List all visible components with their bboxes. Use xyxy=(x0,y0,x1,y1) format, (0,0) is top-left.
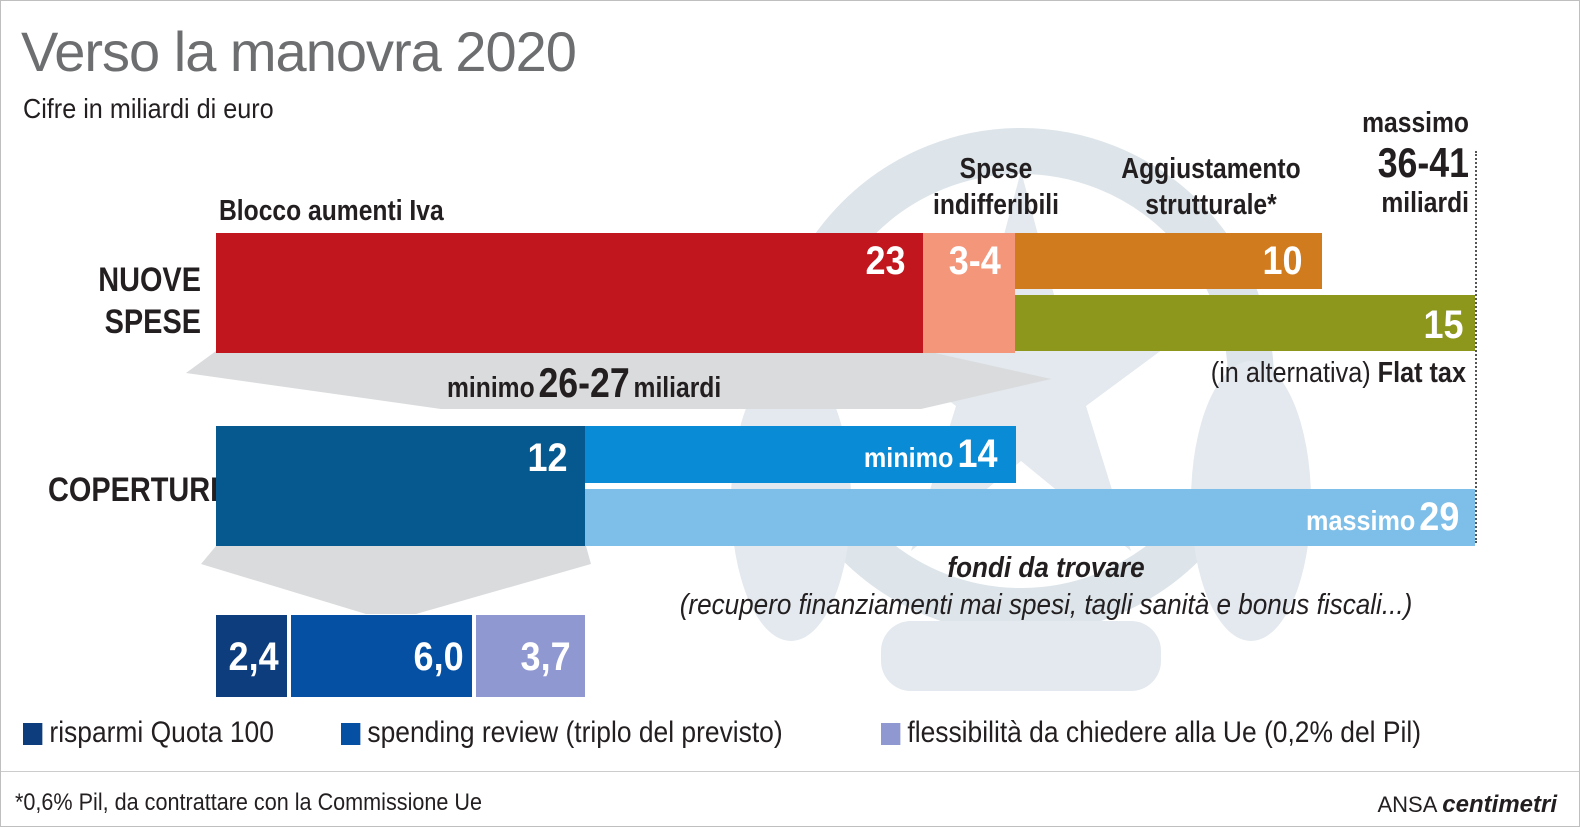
annotation-fondi: fondi da trovare (recupero finanziamenti… xyxy=(591,550,1501,624)
row-label-coperture: COPERTURE xyxy=(48,471,230,509)
value-spending-review: 6,0 xyxy=(413,635,464,679)
funnel-arrow-coperture xyxy=(201,546,591,614)
bar-aggiustamento: 10 xyxy=(1015,233,1322,289)
coperture-minimo-word: minimo xyxy=(864,442,954,473)
bar-flessibilita: 3,7 xyxy=(476,615,585,697)
value-aggiustamento: 10 xyxy=(1261,239,1302,283)
legend-item-spending-review: spending review (triplo del previsto) xyxy=(341,716,783,750)
minimo-unit: miliardi xyxy=(633,372,722,404)
massimo-value: 36-41 xyxy=(1377,139,1469,186)
value-flat-tax: 15 xyxy=(1422,303,1463,347)
brand-centimetri: centimetri xyxy=(1442,791,1557,818)
label-massimo: massimo 36-41 miliardi xyxy=(1326,105,1469,221)
annotation-minimo: minimo 26-27 miliardi xyxy=(447,359,721,407)
funnel-arrow-spese xyxy=(186,351,1051,409)
bar-coperture-minimo: minimo 14 xyxy=(585,426,1016,483)
bar-coperture-massimo: massimo 29 xyxy=(585,489,1475,546)
label-agg-line2: strutturale* xyxy=(1145,189,1277,221)
max-dotted-line xyxy=(1475,151,1477,543)
legend-label: flessibilità da chiedere alla Ue (0,2% d… xyxy=(907,716,1421,749)
brand-logo: ANSA centimetri xyxy=(1377,791,1557,819)
chart-title: Verso la manovra 2020 xyxy=(21,20,577,83)
legend-item-quota-100: risparmi Quota 100 xyxy=(23,716,274,750)
footer-divider xyxy=(1,771,1579,772)
value-blocco-iva: 23 xyxy=(864,239,905,283)
legend-swatch xyxy=(23,723,43,746)
value-quota-100: 2,4 xyxy=(228,635,279,679)
legend-swatch xyxy=(341,723,361,746)
fondi-line1: fondi da trovare xyxy=(947,552,1145,584)
fondi-line2: (recupero finanziamenti mai spesi, tagli… xyxy=(679,589,1413,621)
chart-subtitle: Cifre in miliardi di euro xyxy=(23,93,274,124)
bar-spese-indifferibili: 3-4 xyxy=(923,233,1015,353)
value-spese-indifferibili: 3-4 xyxy=(948,239,1001,283)
bar-flat-tax: 15 xyxy=(1015,295,1475,351)
coperture-massimo-number: 29 xyxy=(1418,495,1459,539)
value-flessibilita: 3,7 xyxy=(520,635,571,679)
brand-ansa: ANSA xyxy=(1377,792,1437,817)
bar-quota-100: 2,4 xyxy=(216,615,287,697)
legend-item-flessibilita: flessibilità da chiedere alla Ue (0,2% d… xyxy=(881,716,1421,750)
massimo-unit: miliardi xyxy=(1381,187,1469,219)
legend-label: spending review (triplo del previsto) xyxy=(367,716,783,749)
label-agg-line1: Aggiustamento xyxy=(1121,153,1301,185)
nuove-line1: NUOVE xyxy=(98,261,201,299)
flat-tax-prefix: (in alternativa) xyxy=(1210,357,1371,389)
coperture-massimo-word: massimo xyxy=(1305,505,1415,536)
label-blocco-iva: Blocco aumenti Iva xyxy=(219,195,444,227)
value-coperture-massimo: massimo 29 xyxy=(1306,495,1459,540)
nuove-line2: SPESE xyxy=(104,303,201,341)
legend-label: risparmi Quota 100 xyxy=(49,716,274,749)
bar-spending-review: 6,0 xyxy=(291,615,472,697)
minimo-value: 26-27 xyxy=(538,359,630,406)
massimo-word: massimo xyxy=(1362,107,1469,139)
label-aggiustamento: Aggiustamento strutturale* xyxy=(1109,151,1313,223)
footnote: *0,6% Pil, da contrattare con la Commiss… xyxy=(15,789,483,816)
label-spese-indifferibili: Spese indifferibili xyxy=(915,151,1077,223)
legend-swatch xyxy=(881,723,901,746)
flat-tax-name: Flat tax xyxy=(1377,357,1466,389)
row-label-nuove-spese: NUOVE SPESE xyxy=(82,259,201,343)
annotation-flat-tax: (in alternativa) Flat tax xyxy=(1131,357,1466,390)
bar-blocco-iva: 23 xyxy=(216,233,923,353)
coperture-minimo-number: 14 xyxy=(957,432,998,476)
label-spese-line1: Spese xyxy=(959,153,1033,185)
bar-coperture-base: 12 xyxy=(216,426,585,546)
value-coperture-base: 12 xyxy=(526,436,567,480)
label-spese-line2: indifferibili xyxy=(933,189,1059,221)
minimo-word: minimo xyxy=(447,372,535,404)
value-coperture-minimo: minimo 14 xyxy=(864,432,998,477)
